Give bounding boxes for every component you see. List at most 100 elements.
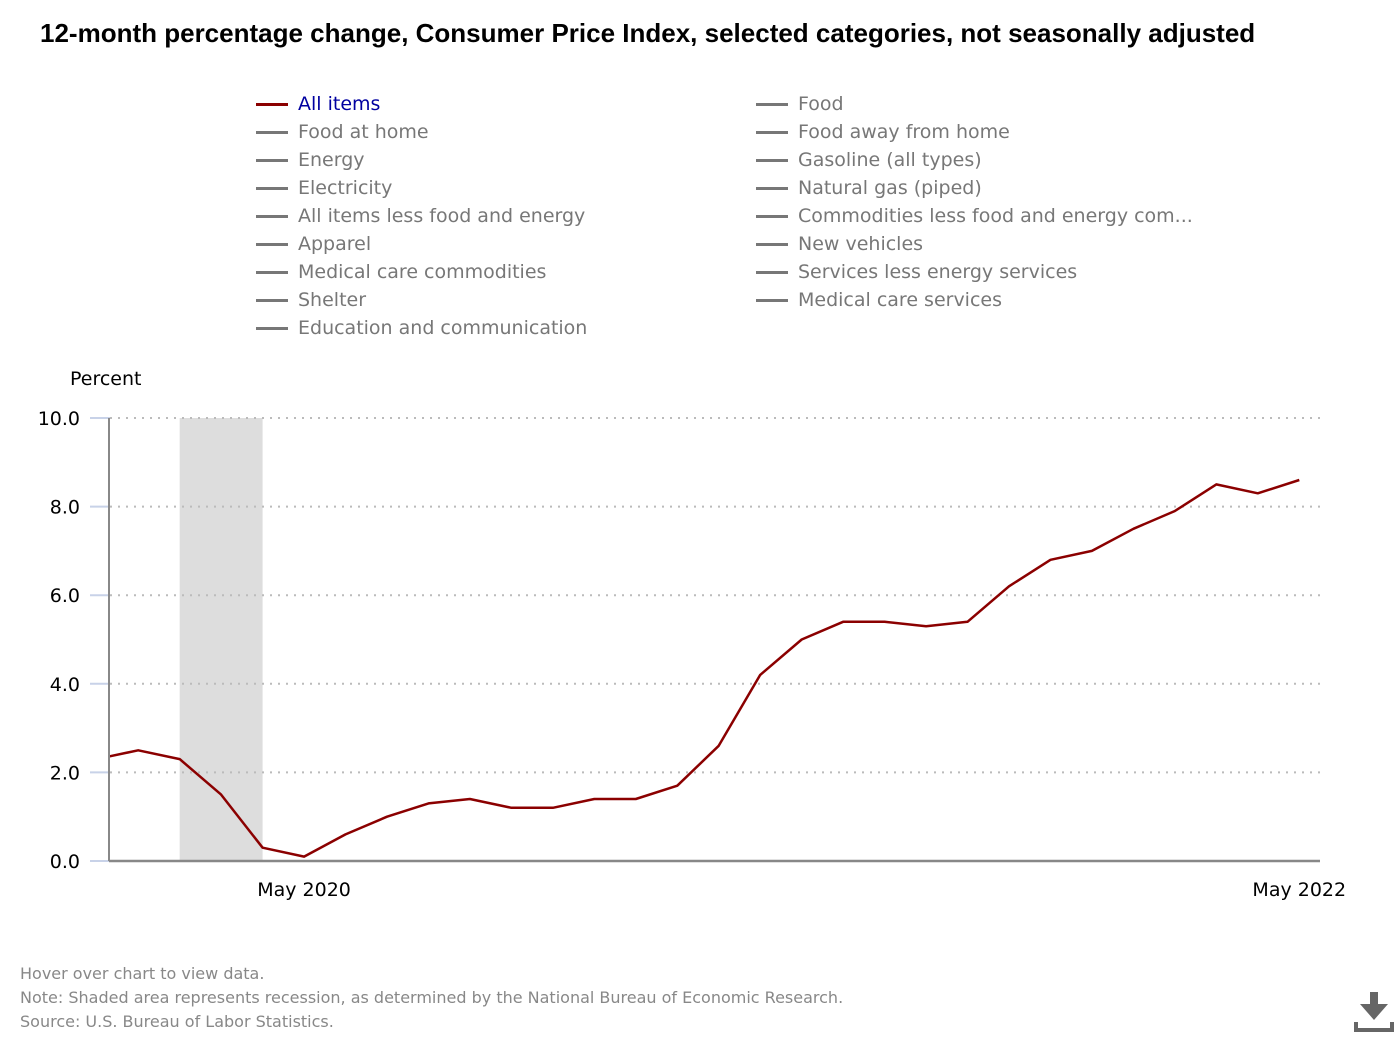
legend-label: Electricity bbox=[298, 177, 393, 199]
hover-hint: Hover over chart to view data. bbox=[20, 964, 265, 983]
legend-item[interactable]: Energy bbox=[256, 146, 365, 174]
legend-swatch bbox=[256, 298, 288, 302]
x-tick-label: May 2020 bbox=[257, 879, 351, 900]
legend-label: Food away from home bbox=[798, 121, 1010, 143]
legend-swatch bbox=[756, 158, 788, 162]
data-point[interactable] bbox=[257, 842, 269, 854]
legend-label: Food at home bbox=[298, 121, 429, 143]
legend-item[interactable]: Services less energy services bbox=[756, 258, 1077, 286]
data-point[interactable] bbox=[1293, 474, 1305, 486]
data-point[interactable] bbox=[298, 851, 310, 863]
legend-swatch bbox=[756, 130, 788, 134]
data-point[interactable] bbox=[1044, 554, 1056, 566]
download-icon bbox=[1354, 992, 1394, 1032]
data-point[interactable] bbox=[1210, 478, 1222, 490]
data-point[interactable] bbox=[547, 802, 559, 814]
data-point[interactable] bbox=[1169, 505, 1181, 517]
legend-label: All items less food and energy bbox=[298, 205, 586, 227]
legend-item[interactable]: Food at home bbox=[256, 118, 429, 146]
data-point[interactable] bbox=[340, 828, 352, 840]
legend-swatch bbox=[756, 102, 788, 106]
data-point[interactable] bbox=[215, 789, 227, 801]
legend-swatch bbox=[256, 270, 288, 274]
y-tick-label: 10.0 bbox=[38, 408, 80, 430]
data-point[interactable] bbox=[671, 780, 683, 792]
data-point[interactable] bbox=[422, 797, 434, 809]
data-point[interactable] bbox=[879, 616, 891, 628]
y-tick-label: 6.0 bbox=[50, 585, 80, 607]
recession-shading bbox=[179, 418, 263, 861]
y-axis-label: Percent bbox=[70, 368, 142, 390]
data-point[interactable] bbox=[1086, 545, 1098, 557]
legend-item[interactable]: Apparel bbox=[256, 230, 371, 258]
legend-label: Medical care commodities bbox=[298, 261, 547, 283]
legend-item[interactable]: Commodities less food and energy com... bbox=[756, 202, 1193, 230]
data-point[interactable] bbox=[796, 634, 808, 646]
recession-note: Note: Shaded area represents recession, … bbox=[20, 988, 844, 1007]
legend-swatch bbox=[256, 242, 288, 246]
legend-label: Commodities less food and energy com... bbox=[798, 205, 1193, 227]
legend-item[interactable]: Education and communication bbox=[256, 314, 587, 342]
series-line-all-items[interactable] bbox=[97, 478, 1300, 858]
legend-swatch bbox=[256, 214, 288, 218]
legend-label: Services less energy services bbox=[798, 261, 1078, 283]
x-tick-label: May 2022 bbox=[1252, 879, 1346, 900]
legend-swatch bbox=[256, 102, 288, 106]
legend-label: Shelter bbox=[298, 289, 367, 311]
legend-swatch bbox=[256, 326, 288, 330]
legend-item[interactable]: Medical care services bbox=[756, 286, 1002, 314]
legend-swatch bbox=[256, 158, 288, 162]
data-point[interactable] bbox=[837, 616, 849, 628]
data-point[interactable] bbox=[1127, 523, 1139, 535]
legend-swatch bbox=[756, 270, 788, 274]
legend-label: Energy bbox=[298, 149, 365, 171]
source-note: Source: U.S. Bureau of Labor Statistics. bbox=[20, 1012, 334, 1031]
legend-item[interactable]: Gasoline (all types) bbox=[756, 146, 982, 174]
legend-item[interactable]: Food away from home bbox=[756, 118, 1010, 146]
legend-swatch bbox=[256, 130, 288, 134]
data-point[interactable] bbox=[505, 802, 517, 814]
data-point[interactable] bbox=[1003, 580, 1015, 592]
chart-title: 12-month percentage change, Consumer Pri… bbox=[40, 18, 1256, 48]
legend-item[interactable]: All items bbox=[256, 90, 380, 118]
data-point[interactable] bbox=[962, 616, 974, 628]
data-point[interactable] bbox=[920, 620, 932, 632]
legend-swatch bbox=[256, 186, 288, 190]
legend-swatch bbox=[756, 214, 788, 218]
y-tick-label: 8.0 bbox=[50, 497, 80, 519]
data-point[interactable] bbox=[1252, 487, 1264, 499]
data-point[interactable] bbox=[381, 811, 393, 823]
legend-item[interactable]: Shelter bbox=[256, 286, 366, 314]
legend-item[interactable]: Electricity bbox=[256, 174, 392, 202]
data-point[interactable] bbox=[464, 793, 476, 805]
y-tick-label: 4.0 bbox=[50, 674, 80, 696]
legend-label: All items bbox=[298, 93, 381, 115]
legend-label: New vehicles bbox=[798, 233, 924, 255]
legend-item[interactable]: New vehicles bbox=[756, 230, 923, 258]
legend-label: Education and communication bbox=[298, 317, 588, 339]
y-tick-label: 2.0 bbox=[50, 762, 80, 784]
legend-label: Food bbox=[798, 93, 844, 115]
legend-label: Medical care services bbox=[798, 289, 1002, 311]
y-tick-label: 0.0 bbox=[50, 851, 80, 873]
data-point[interactable] bbox=[174, 753, 186, 765]
legend-item[interactable]: Medical care commodities bbox=[256, 258, 546, 286]
data-point[interactable] bbox=[713, 740, 725, 752]
legend-item[interactable]: Food bbox=[756, 90, 844, 118]
line-chart[interactable]: 0.0 2.0 4.0 6.0 8.0 10.0 May 2020 May 2022 bbox=[0, 400, 1400, 900]
legend-item[interactable]: Natural gas (piped) bbox=[756, 174, 982, 202]
legend-swatch bbox=[756, 186, 788, 190]
legend: All items Food at home Energy Electricity Al… bbox=[256, 90, 1256, 350]
data-point[interactable] bbox=[132, 744, 144, 756]
data-point[interactable] bbox=[588, 793, 600, 805]
legend-label: Apparel bbox=[298, 233, 372, 255]
legend-item[interactable]: All items less food and energy bbox=[256, 202, 585, 230]
legend-label: Natural gas (piped) bbox=[798, 177, 982, 199]
data-point[interactable] bbox=[630, 793, 642, 805]
legend-swatch bbox=[756, 298, 788, 302]
data-point[interactable] bbox=[754, 669, 766, 681]
chart-notes: Hover over chart to view data. Note: Sha… bbox=[20, 962, 843, 1034]
download-button[interactable] bbox=[1352, 990, 1396, 1034]
legend-label: Gasoline (all types) bbox=[798, 149, 982, 171]
legend-swatch bbox=[756, 242, 788, 246]
